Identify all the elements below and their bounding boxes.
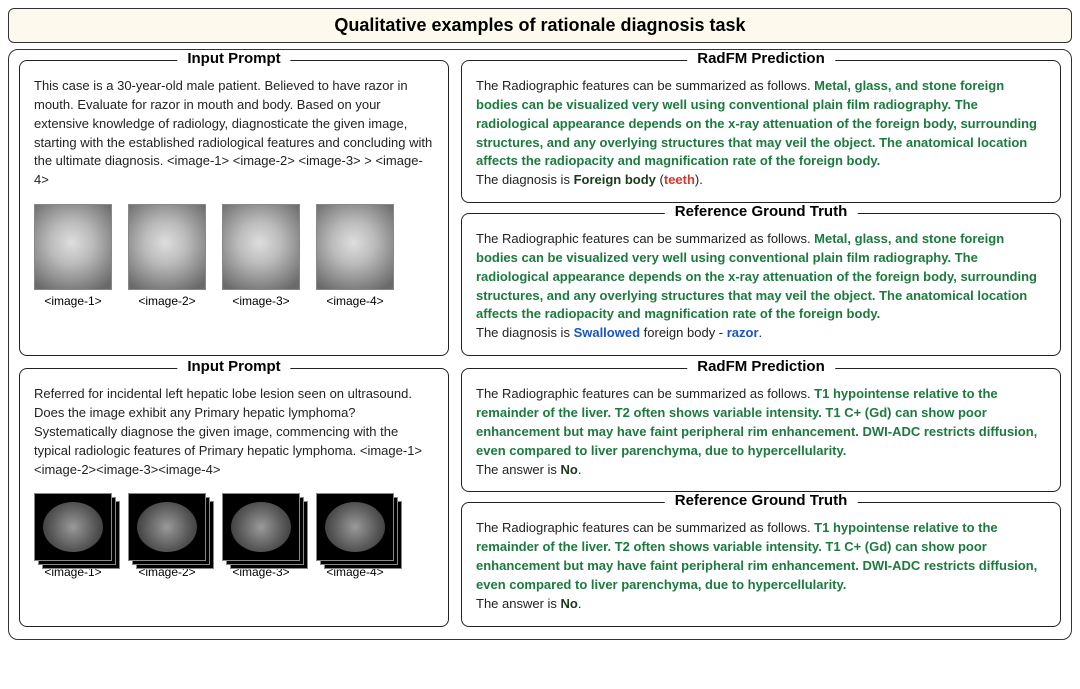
plain-text: ( [656,172,664,187]
panel-legend: Reference Ground Truth [665,203,858,220]
ct-thumb-icon [316,493,394,561]
diagnosis-gt: razor [727,325,759,340]
image-cell: <image-1> [34,493,112,579]
lead-text: The Radiographic features can be summari… [476,520,814,535]
groundtruth-panel-1: Reference Ground Truth The Radiographic … [461,213,1061,356]
prediction-text: The Radiographic features can be summari… [476,385,1046,479]
page-title: Qualitative examples of rationale diagno… [8,8,1072,43]
example-row-2: Input Prompt Referred for incidental lef… [19,368,1061,626]
plain-text: . [759,325,763,340]
answer-value: No [561,596,578,611]
image-label: <image-1> [44,294,101,308]
input-prompt-panel-2: Input Prompt Referred for incidental lef… [19,368,449,626]
xray-thumb-icon [222,204,300,290]
panel-legend: Input Prompt [177,50,290,67]
prompt-text: Referred for incidental left hepatic lob… [34,385,434,479]
image-stack-icon [316,493,394,561]
ct-thumb-icon [34,493,112,561]
plain-text: . [578,462,582,477]
groundtruth-panel-2: Reference Ground Truth The Radiographic … [461,502,1061,626]
diagnosis-gt: Swallowed [574,325,640,340]
image-label: <image-2> [138,294,195,308]
input-images-row: <image-1> <image-2> [34,493,434,579]
answer-lead: The answer is [476,462,561,477]
example-row-1: Input Prompt This case is a 30-year-old … [19,60,1061,356]
examples-container: Input Prompt This case is a 30-year-old … [8,49,1072,640]
image-cell: <image-4> [316,493,394,579]
ct-thumb-icon [128,493,206,561]
image-cell: <image-2> [128,493,206,579]
prompt-text: This case is a 30-year-old male patient.… [34,77,434,190]
lead-text: The Radiographic features can be summari… [476,386,814,401]
image-cell: <image-3> [222,493,300,579]
ct-thumb-icon [222,493,300,561]
answer-lead: The answer is [476,596,561,611]
prediction-text: The Radiographic features can be summari… [476,77,1046,190]
panel-legend: RadFM Prediction [687,50,835,67]
prediction-panel-2: RadFM Prediction The Radiographic featur… [461,368,1061,492]
image-cell: <image-1> [34,204,112,308]
diagnosis-correct: Foreign body [574,172,656,187]
image-cell: <image-3> [222,204,300,308]
image-cell: <image-4> [316,204,394,308]
groundtruth-text: The Radiographic features can be summari… [476,230,1046,343]
diagnosis-lead: The diagnosis is [476,325,574,340]
image-cell: <image-2> [128,204,206,308]
image-stack-icon [128,493,206,561]
lead-text: The Radiographic features can be summari… [476,78,814,93]
xray-thumb-icon [316,204,394,290]
xray-thumb-icon [34,204,112,290]
plain-text: ). [695,172,703,187]
input-prompt-panel-1: Input Prompt This case is a 30-year-old … [19,60,449,356]
groundtruth-text: The Radiographic features can be summari… [476,519,1046,613]
image-label: <image-3> [232,294,289,308]
diagnosis-lead: The diagnosis is [476,172,574,187]
plain-text: foreign body - [640,325,727,340]
plain-text: . [578,596,582,611]
diagnosis-wrong: teeth [664,172,695,187]
prediction-panel-1: RadFM Prediction The Radiographic featur… [461,60,1061,203]
lead-text: The Radiographic features can be summari… [476,231,814,246]
image-stack-icon [222,493,300,561]
xray-thumb-icon [128,204,206,290]
panel-legend: Input Prompt [177,358,290,375]
image-stack-icon [34,493,112,561]
panel-legend: RadFM Prediction [687,358,835,375]
input-images-row: <image-1> <image-2> <image-3> <image-4> [34,204,434,308]
panel-legend: Reference Ground Truth [665,492,858,509]
image-label: <image-4> [326,294,383,308]
answer-value: No [561,462,578,477]
